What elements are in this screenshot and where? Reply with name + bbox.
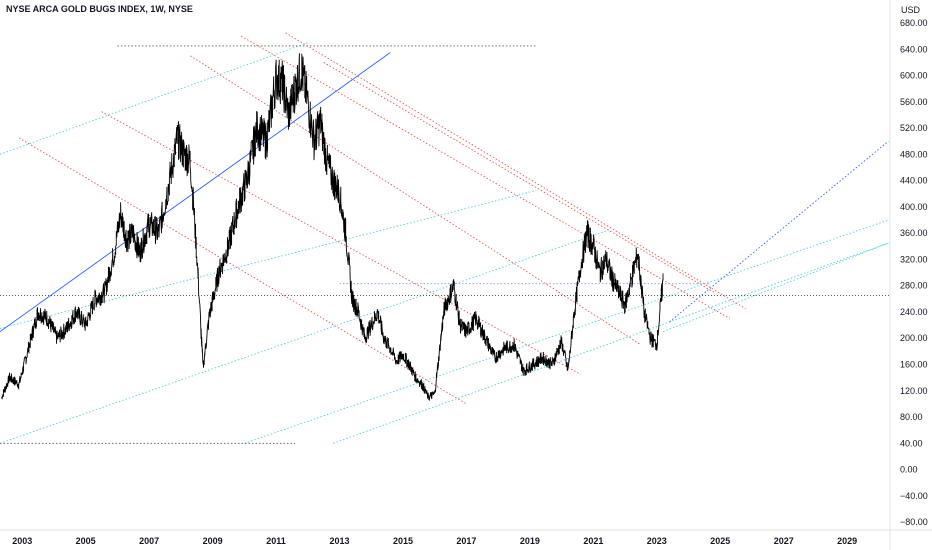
y-tick-label: 360.00 xyxy=(900,228,928,238)
blue-trend-line xyxy=(0,52,391,333)
y-tick-label: 200.00 xyxy=(900,333,928,343)
x-tick-label: 2013 xyxy=(329,536,349,546)
x-tick-label: 2005 xyxy=(76,536,96,546)
red-channel-line xyxy=(18,137,467,405)
chart-title: NYSE ARCA GOLD BUGS INDEX, 1W, NYSE xyxy=(6,4,193,14)
y-tick-label: 680.00 xyxy=(900,18,928,28)
y-tick-label: 0.00 xyxy=(900,465,918,475)
x-tick-label: 2021 xyxy=(583,536,603,546)
y-tick-label: 440.00 xyxy=(900,176,928,186)
price-series-line xyxy=(1,53,664,401)
x-tick-label: 2023 xyxy=(647,536,667,546)
y-tick-label: 640.00 xyxy=(900,44,928,54)
red-channel-line xyxy=(285,32,746,310)
red-channel-line xyxy=(240,35,730,319)
red-channel-line xyxy=(190,55,642,346)
x-tick-label: 2029 xyxy=(837,536,857,546)
price-layer xyxy=(1,53,664,401)
y-tick-label: 240.00 xyxy=(900,307,928,317)
drawings-layer xyxy=(0,32,890,444)
cyan-channel-line xyxy=(244,219,889,444)
x-tick-label: 2019 xyxy=(520,536,540,546)
y-tick-label: 560.00 xyxy=(900,97,928,107)
x-tick-label: 2009 xyxy=(203,536,223,546)
y-tick-label: 160.00 xyxy=(900,359,928,369)
y-tick-label: −80.00 xyxy=(900,517,928,527)
cyan-channel-line xyxy=(0,190,537,329)
x-tick-label: 2015 xyxy=(393,536,413,546)
y-tick-label: 400.00 xyxy=(900,202,928,212)
x-tick-label: 2027 xyxy=(774,536,794,546)
red-channel-line xyxy=(323,62,715,293)
cyan-channel-line xyxy=(662,242,889,333)
cyan-channel-line xyxy=(333,242,889,444)
blue-dotted-trend-line xyxy=(669,140,889,323)
y-tick-label: 120.00 xyxy=(900,386,928,396)
x-tick-label: 2025 xyxy=(710,536,730,546)
red-channel-line xyxy=(101,111,581,375)
y-tick-label: 40.00 xyxy=(900,438,923,448)
y-tick-label: 480.00 xyxy=(900,149,928,159)
y-tick-label: 600.00 xyxy=(900,71,928,81)
y-tick-label: −40.00 xyxy=(900,491,928,501)
y-tick-label: 320.00 xyxy=(900,254,928,264)
y-tick-label: 280.00 xyxy=(900,281,928,291)
x-tick-label: 2017 xyxy=(456,536,476,546)
currency-label: USD xyxy=(901,5,921,15)
x-tick-label: 2003 xyxy=(12,536,32,546)
x-tick-label: 2011 xyxy=(266,536,286,546)
x-tick-label: 2007 xyxy=(139,536,159,546)
y-tick-label: 520.00 xyxy=(900,123,928,133)
y-tick-label: 80.00 xyxy=(900,412,923,422)
cyan-channel-line xyxy=(0,229,610,444)
